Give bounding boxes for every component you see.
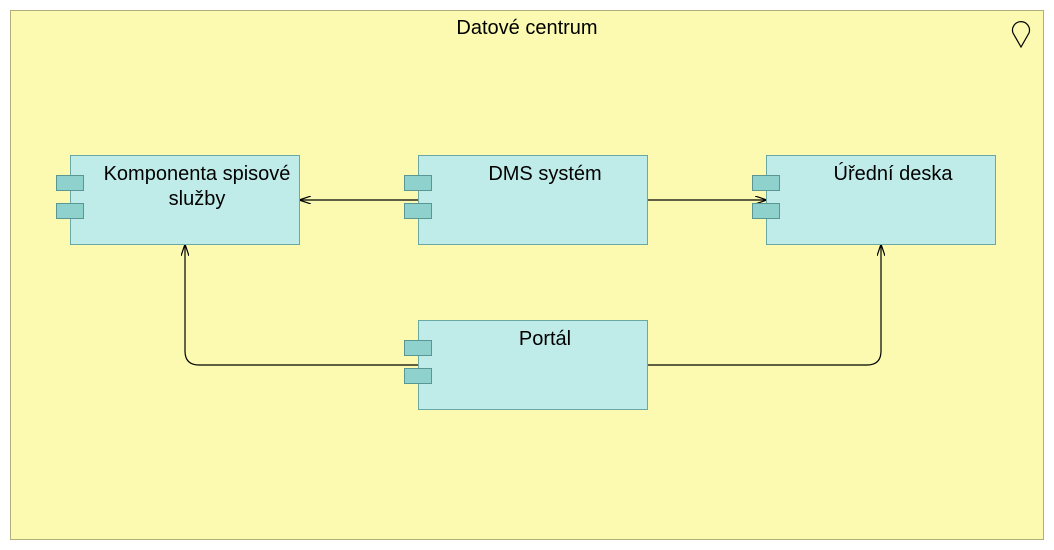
component-spisova-sluzba: Komponenta spisové služby	[70, 155, 300, 245]
location-title: Datové centrum	[11, 17, 1043, 40]
component-label: Úřední deska	[797, 162, 989, 187]
component-label: DMS systém	[449, 162, 641, 187]
component-dms-system: DMS systém	[418, 155, 648, 245]
location-datove-centrum: Datové centrum	[10, 10, 1044, 540]
component-lug-icon	[404, 203, 432, 219]
component-lug-icon	[752, 203, 780, 219]
component-lug-icon	[404, 368, 432, 384]
component-label: Portál	[449, 327, 641, 352]
component-label: Komponenta spisové služby	[101, 162, 293, 212]
diagram-canvas: Datové centrum Komponenta spisové služby…	[0, 0, 1054, 550]
component-lug-icon	[56, 175, 84, 191]
component-lug-icon	[56, 203, 84, 219]
component-lug-icon	[752, 175, 780, 191]
component-portal: Portál	[418, 320, 648, 410]
location-pin-icon	[1010, 20, 1032, 48]
component-lug-icon	[404, 175, 432, 191]
component-lug-icon	[404, 340, 432, 356]
component-uredni-deska: Úřední deska	[766, 155, 996, 245]
